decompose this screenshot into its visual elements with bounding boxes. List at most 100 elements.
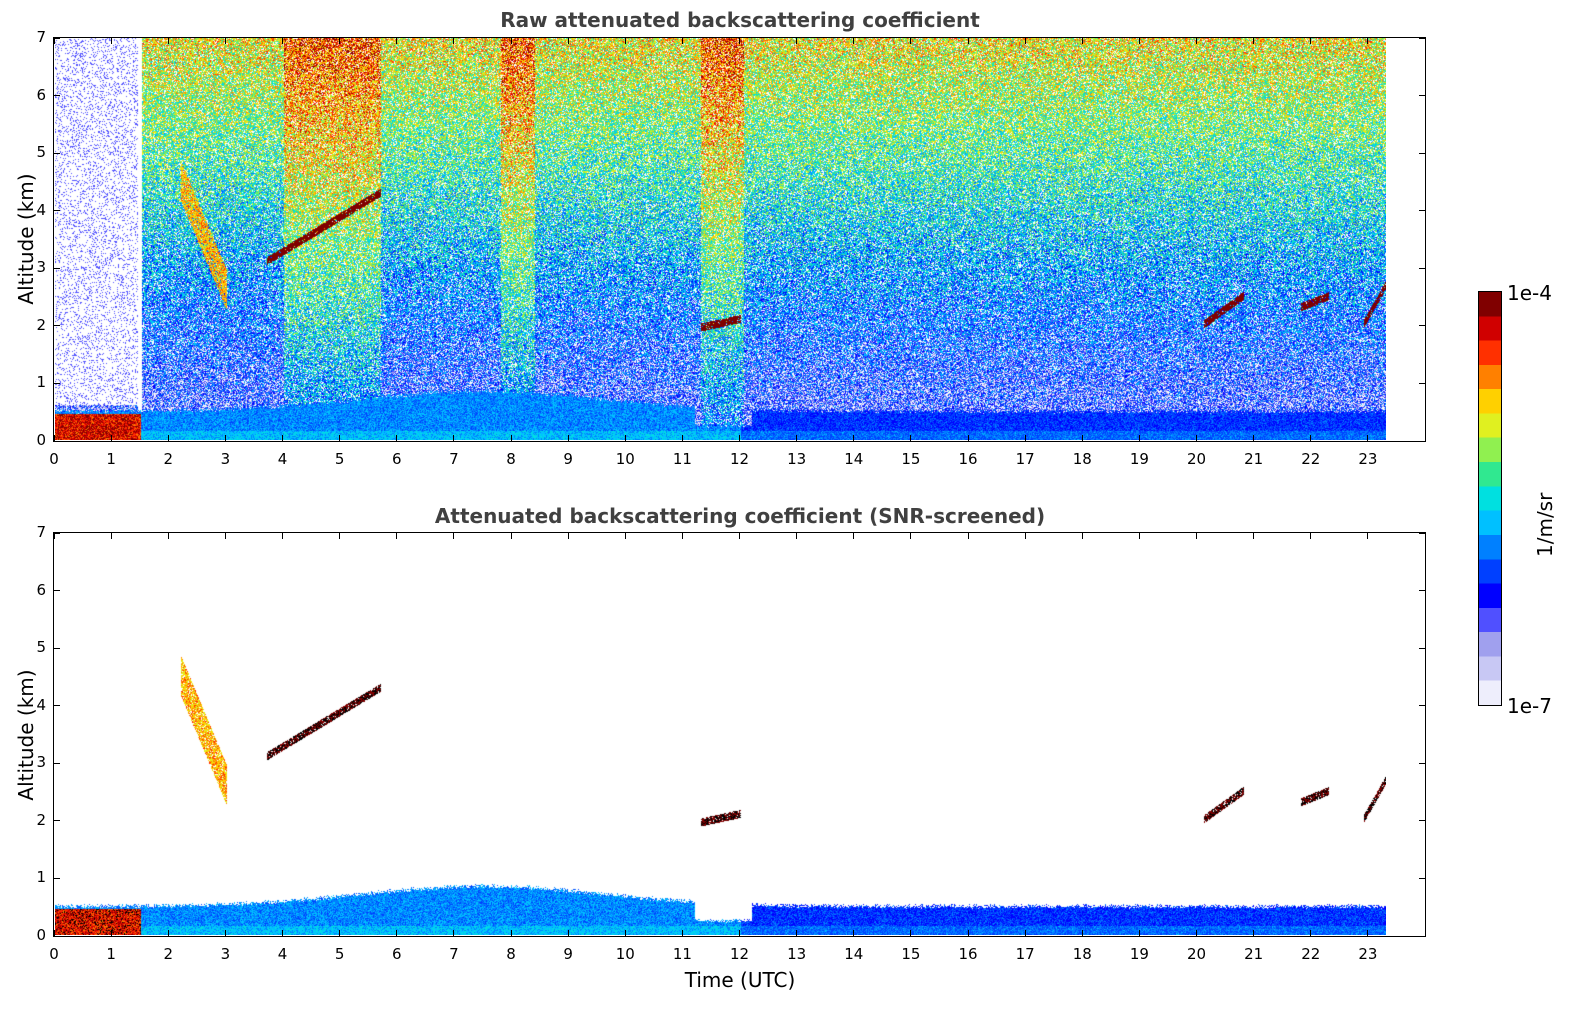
bottom-panel-x-tick-label: 21 bbox=[1244, 945, 1264, 963]
top-panel-x-tick-label: 1 bbox=[106, 450, 116, 468]
bottom-panel-x-tick-label: 8 bbox=[506, 945, 516, 963]
top-panel-x-tick-mark bbox=[1024, 38, 1026, 44]
top-panel-x-tick-mark bbox=[796, 435, 798, 441]
top-panel-y-tick-mark bbox=[1419, 325, 1425, 327]
top-panel-y-tick-mark bbox=[54, 95, 60, 97]
top-panel-y-tick-label: 0 bbox=[36, 431, 46, 449]
bottom-panel-x-tick-mark bbox=[396, 533, 398, 539]
top-panel-y-tick-mark bbox=[1419, 95, 1425, 97]
bottom-panel-x-tick-mark bbox=[1253, 533, 1255, 539]
bottom-panel-x-tick-mark bbox=[910, 533, 912, 539]
top-panel-x-tick-label: 16 bbox=[958, 450, 978, 468]
bottom-panel-y-tick-label: 4 bbox=[36, 695, 46, 714]
top-panel-x-tick-label: 0 bbox=[49, 450, 59, 468]
bottom-panel-y-tick-label: 1 bbox=[36, 868, 46, 887]
top-panel-x-tick-mark bbox=[681, 435, 683, 441]
top-panel-y-tick-label: 2 bbox=[36, 315, 46, 334]
top-panel-x-tick-mark bbox=[224, 38, 226, 44]
bottom-panel-x-tick-label: 6 bbox=[391, 945, 402, 963]
top-panel-x-tick-mark bbox=[453, 435, 455, 441]
bottom-panel-x-tick-mark bbox=[796, 533, 798, 539]
top-panel-x-tick-mark bbox=[53, 38, 55, 44]
top-panel-title: Raw attenuated backscattering coefficien… bbox=[500, 8, 980, 32]
bottom-panel-x-tick-mark bbox=[1367, 930, 1369, 936]
top-panel-y-tick-label: 4 bbox=[36, 200, 46, 219]
bottom-panel-x-tick-label: 18 bbox=[1072, 945, 1092, 963]
bottom-panel-x-tick-label: 13 bbox=[787, 945, 807, 963]
bottom-panel-x-tick-mark bbox=[1081, 533, 1083, 539]
bottom-panel-x-tick-mark bbox=[53, 930, 55, 936]
top-panel-x-tick-mark bbox=[167, 435, 169, 441]
bottom-panel-x-tick-mark bbox=[853, 533, 855, 539]
top-panel-y-tick-mark bbox=[1419, 37, 1425, 39]
bottom-panel-x-tick-label: 4 bbox=[277, 945, 288, 963]
top-panel-x-tick-label: 2 bbox=[163, 450, 174, 468]
bottom-panel-x-tick-mark bbox=[510, 930, 512, 936]
top-panel-x-tick-mark bbox=[1081, 38, 1083, 44]
top-panel-x-tick-mark bbox=[739, 38, 740, 44]
top-panel-y-axis-label: Altitude (km) bbox=[14, 173, 38, 305]
bottom-panel-x-tick-mark bbox=[681, 930, 683, 936]
bottom-panel-x-tick-label: 1 bbox=[106, 945, 116, 963]
bottom-panel-y-tick-mark bbox=[1419, 705, 1425, 707]
top-panel-x-tick-label: 20 bbox=[1186, 450, 1207, 468]
top-panel-x-tick-label: 8 bbox=[506, 450, 516, 468]
bottom-panel-y-tick-mark bbox=[1419, 532, 1425, 534]
bottom-panel-x-tick-mark bbox=[1310, 930, 1312, 936]
bottom-panel-x-tick-mark bbox=[1024, 533, 1026, 539]
top-panel-x-tick-label: 18 bbox=[1072, 450, 1092, 468]
bottom-panel-y-tick-label: 2 bbox=[36, 810, 46, 829]
top-panel-x-tick-mark bbox=[853, 38, 855, 44]
bottom-panel-x-tick-label: 23 bbox=[1358, 945, 1378, 963]
top-panel-y-tick-mark bbox=[1419, 152, 1425, 154]
top-panel-x-tick-mark bbox=[739, 435, 740, 441]
bottom-panel-x-tick-mark bbox=[739, 930, 740, 936]
top-panel-x-tick-label: 19 bbox=[1129, 450, 1149, 468]
top-panel-x-tick-label: 17 bbox=[1015, 450, 1035, 468]
bottom-panel-x-tick-label: 11 bbox=[672, 945, 692, 963]
bottom-panel-x-tick-mark bbox=[1196, 930, 1197, 936]
bottom-panel-y-tick-mark bbox=[1419, 820, 1425, 822]
bottom-panel-y-tick-mark bbox=[54, 762, 60, 764]
colorbar-unit-label: 1/m/sr bbox=[1533, 492, 1557, 557]
top-panel-x-tick-mark bbox=[1081, 435, 1083, 441]
top-panel-y-tick-mark bbox=[54, 267, 60, 269]
top-panel-x-tick-label: 9 bbox=[563, 450, 573, 468]
bottom-panel-y-tick-mark bbox=[54, 705, 60, 707]
bottom-panel-x-tick-mark bbox=[453, 930, 455, 936]
top-panel-x-tick-mark bbox=[567, 38, 569, 44]
top-panel-y-tick-mark bbox=[54, 325, 60, 327]
top-panel-x-tick-mark bbox=[967, 435, 969, 441]
top-panel-x-tick-mark bbox=[567, 435, 569, 441]
top-panel-x-tick-label: 4 bbox=[277, 450, 288, 468]
bottom-panel-y-tick-mark bbox=[54, 935, 60, 937]
bottom-panel-y-tick-mark bbox=[54, 647, 60, 649]
top-panel-x-tick-label: 6 bbox=[391, 450, 402, 468]
bottom-panel-y-tick-label: 5 bbox=[36, 638, 46, 657]
top-panel-y-tick-label: 6 bbox=[36, 85, 46, 104]
top-panel-y-tick-mark bbox=[54, 440, 60, 442]
bottom-panel-x-tick-mark bbox=[796, 930, 798, 936]
top-panel-x-tick-mark bbox=[853, 435, 855, 441]
bottom-panel-y-tick-label: 6 bbox=[36, 580, 46, 599]
bottom-panel-x-tick-mark bbox=[167, 930, 169, 936]
top-panel-x-tick-mark bbox=[1024, 435, 1026, 441]
top-panel-x-tick-mark bbox=[167, 38, 169, 44]
bottom-panel-y-tick-label: 0 bbox=[36, 926, 46, 944]
top-panel-x-tick-mark bbox=[1138, 38, 1140, 44]
bottom-panel-x-tick-label: 22 bbox=[1301, 945, 1321, 963]
top-panel-x-tick-label: 23 bbox=[1358, 450, 1378, 468]
bottom-panel-x-tick-mark bbox=[967, 533, 969, 539]
bottom-panel-y-tick-mark bbox=[1419, 877, 1425, 879]
bottom-panel-x-tick-mark bbox=[339, 930, 341, 936]
bottom-panel-y-tick-label: 7 bbox=[36, 523, 46, 541]
top-panel-x-tick-mark bbox=[1138, 435, 1140, 441]
bottom-panel-x-tick-mark bbox=[967, 930, 969, 936]
top-panel-y-tick-label: 7 bbox=[36, 28, 46, 46]
colorbar bbox=[1478, 291, 1502, 706]
top-panel-y-tick-mark bbox=[54, 37, 60, 39]
top-panel-x-tick-mark bbox=[510, 38, 512, 44]
bottom-panel-x-tick-mark bbox=[110, 930, 112, 936]
bottom-panel-x-tick-mark bbox=[224, 930, 226, 936]
top-panel-x-tick-mark bbox=[282, 435, 283, 441]
